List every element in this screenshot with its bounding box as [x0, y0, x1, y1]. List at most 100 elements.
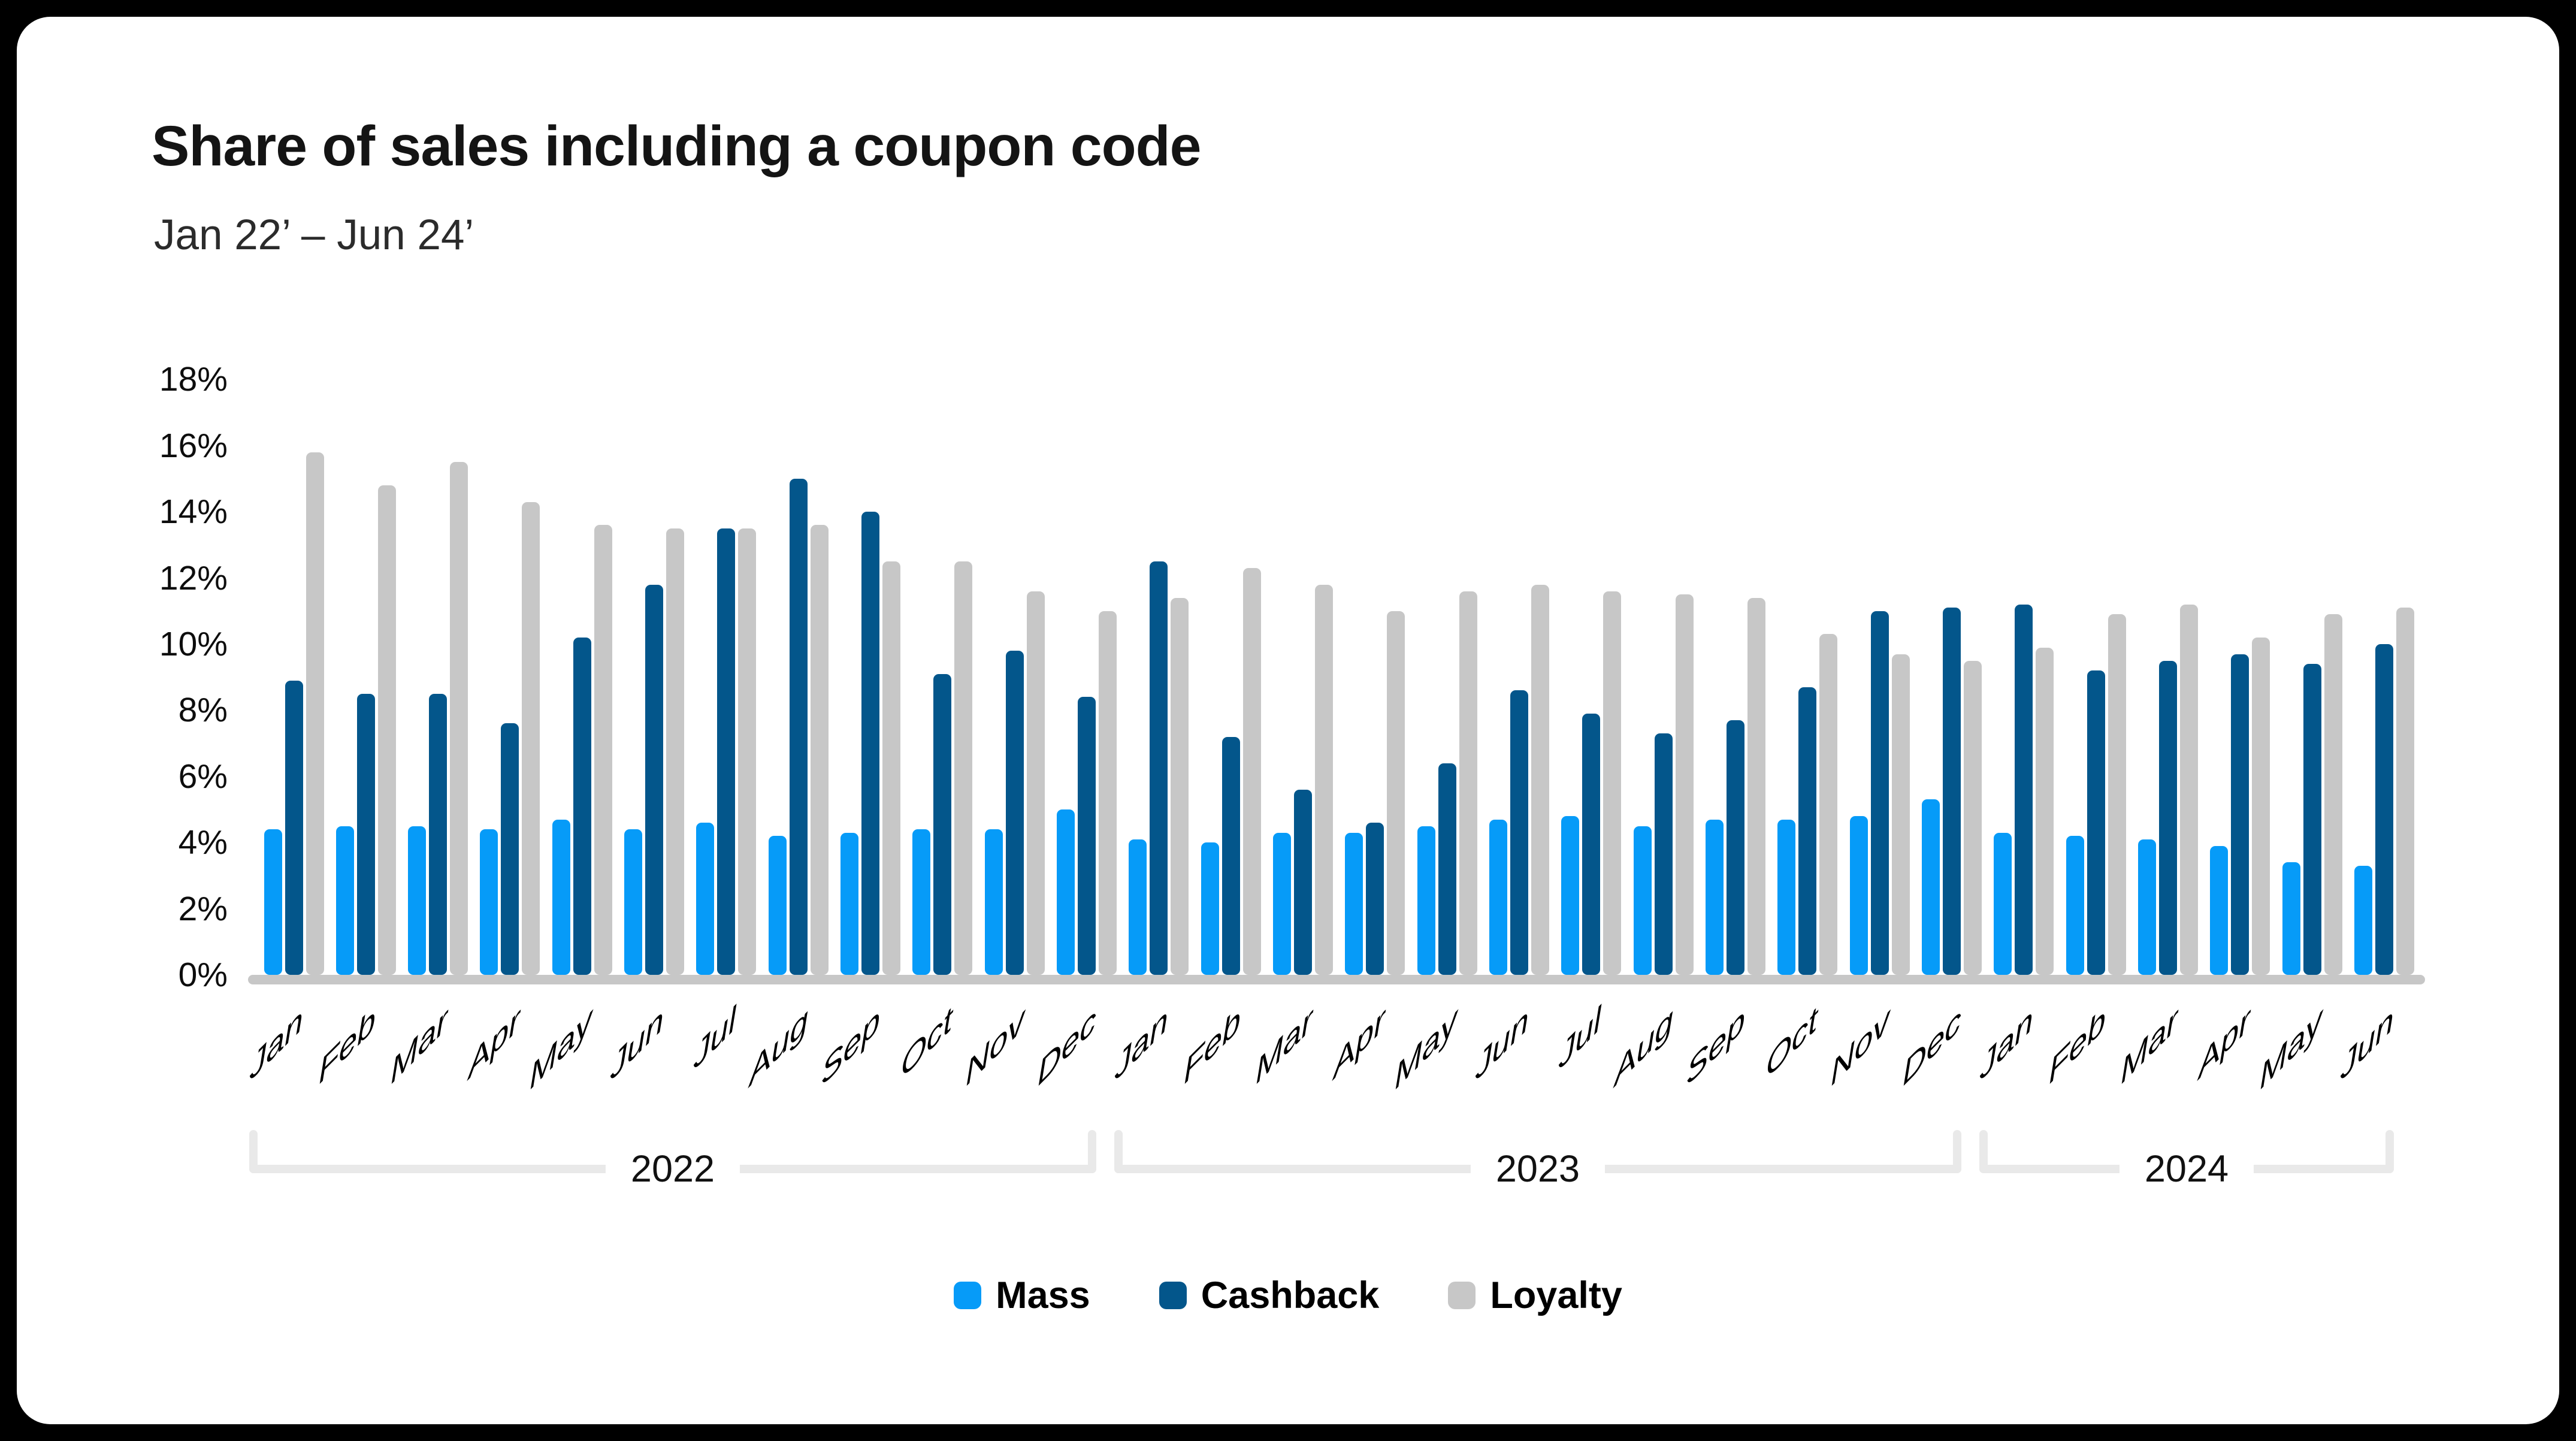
bar-loyalty-1-jan: [306, 452, 324, 975]
y-tick-label-2: 2%: [178, 889, 228, 928]
bracket-right-tick-2023: [1952, 1130, 1961, 1173]
bar-mass-25-jan: [1994, 832, 2012, 975]
bar-group-13-jan: [1123, 379, 1195, 975]
bar-cashback-15-mar: [1294, 789, 1313, 975]
bar-group-30-jun: [2348, 379, 2421, 975]
bar-cashback-5-may: [573, 637, 591, 975]
bar-mass-15-mar: [1273, 832, 1292, 975]
legend-label-mass: Mass: [996, 1274, 1090, 1316]
bar-cashback-23-nov: [1870, 611, 1889, 975]
bar-loyalty-11-nov: [1026, 591, 1045, 975]
bar-mass-9-sep: [840, 832, 859, 975]
bar-loyalty-29-may: [2324, 614, 2342, 975]
bar-cashback-9-sep: [861, 512, 880, 975]
legend-swatch-loyalty: [1448, 1282, 1476, 1309]
y-tick-label-14: 14%: [159, 493, 228, 531]
bar-mass-28-apr: [2210, 845, 2229, 975]
bar-cashback-2-feb: [356, 693, 375, 975]
bar-loyalty-23-nov: [1891, 654, 1910, 975]
bar-mass-29-may: [2282, 862, 2300, 975]
bar-cashback-21-sep: [1727, 720, 1745, 975]
legend-item-cashback: Cashback: [1159, 1274, 1380, 1317]
y-tick-label-10: 10%: [159, 625, 228, 663]
bar-mass-5-may: [552, 819, 570, 975]
bar-cashback-19-jul: [1582, 713, 1601, 975]
bar-loyalty-15-mar: [1315, 584, 1334, 975]
bar-cashback-3-mar: [429, 693, 448, 975]
bar-cashback-4-apr: [501, 723, 519, 975]
bar-cashback-8-aug: [789, 479, 808, 975]
bar-mass-7-jul: [696, 823, 715, 975]
bracket-right-tick-2022: [1087, 1130, 1096, 1173]
bar-loyalty-2-feb: [377, 485, 396, 975]
bar-cashback-12-dec: [1078, 697, 1096, 975]
x-axis-line: [248, 975, 2425, 984]
bar-loyalty-13-jan: [1171, 597, 1189, 975]
bar-loyalty-30-jun: [2396, 608, 2415, 975]
legend-label-cashback: Cashback: [1201, 1274, 1380, 1316]
bar-mass-23-nov: [1849, 816, 1868, 975]
bar-cashback-1-jan: [285, 680, 303, 975]
legend-label-loyalty: Loyalty: [1490, 1274, 1622, 1316]
bar-mass-30-jun: [2354, 865, 2373, 975]
bar-loyalty-9-sep: [882, 561, 901, 975]
y-tick-label-8: 8%: [178, 691, 228, 730]
bar-group-17-may: [1411, 379, 1483, 975]
legend-item-loyalty: Loyalty: [1448, 1274, 1622, 1317]
bar-mass-11-nov: [984, 829, 1003, 975]
bar-loyalty-16-apr: [1387, 611, 1405, 975]
bar-mass-6-jun: [624, 829, 643, 975]
bar-mass-4-apr: [480, 829, 498, 975]
bar-mass-18-jun: [1489, 819, 1508, 975]
y-tick-label-4: 4%: [178, 823, 228, 862]
bar-group-19-jul: [1555, 379, 1628, 975]
bar-mass-14-feb: [1201, 842, 1219, 975]
bar-group-23-nov: [1843, 379, 1916, 975]
bar-loyalty-28-apr: [2252, 637, 2270, 975]
bar-mass-10-oct: [912, 829, 931, 975]
bar-cashback-16-apr: [1366, 823, 1384, 975]
y-tick-label-0: 0%: [178, 956, 228, 994]
bar-loyalty-4-apr: [522, 502, 540, 975]
bar-cashback-6-jun: [645, 584, 664, 975]
bar-mass-2-feb: [335, 826, 354, 975]
bar-loyalty-19-jul: [1603, 591, 1622, 975]
bar-group-8-aug: [762, 379, 835, 975]
bar-loyalty-14-feb: [1242, 568, 1261, 975]
bar-group-7-jul: [690, 379, 763, 975]
bar-group-18-jun: [1483, 379, 1556, 975]
bar-cashback-20-aug: [1654, 733, 1673, 975]
bar-cashback-24-dec: [1943, 608, 1961, 975]
bar-mass-20-aug: [1633, 826, 1652, 975]
bar-mass-3-mar: [408, 826, 427, 975]
bar-loyalty-5-may: [594, 525, 612, 975]
year-bracket-2024: 2024: [1979, 1130, 2394, 1192]
bar-cashback-27-mar: [2159, 660, 2178, 975]
year-label-2023: 2023: [1470, 1146, 1606, 1192]
bar-mass-22-oct: [1777, 819, 1796, 975]
bar-group-2-feb: [329, 379, 402, 975]
year-label-2024: 2024: [2119, 1146, 2254, 1192]
bar-loyalty-8-aug: [810, 525, 829, 975]
bar-loyalty-24-dec: [1964, 660, 1982, 975]
bracket-left-tick-2022: [249, 1130, 258, 1173]
bar-group-16-apr: [1339, 379, 1411, 975]
bar-group-24-dec: [1916, 379, 1988, 975]
bar-loyalty-20-aug: [1675, 594, 1694, 975]
bar-group-9-sep: [835, 379, 907, 975]
bar-group-20-aug: [1627, 379, 1700, 975]
bar-group-6-jun: [618, 379, 691, 975]
bar-cashback-13-jan: [1150, 561, 1168, 975]
bracket-right-tick-2024: [2385, 1130, 2394, 1173]
bracket-left-tick-2024: [1979, 1130, 1988, 1173]
bar-group-28-apr: [2204, 379, 2276, 975]
bar-mass-13-jan: [1129, 839, 1147, 975]
bar-mass-27-mar: [2138, 839, 2157, 975]
bar-cashback-22-oct: [1798, 687, 1817, 975]
bar-group-1-jan: [258, 379, 330, 975]
bar-group-25-jan: [1988, 379, 2060, 975]
bar-loyalty-25-jan: [2036, 647, 2054, 975]
bar-group-10-oct: [906, 379, 979, 975]
bar-group-22-oct: [1771, 379, 1844, 975]
